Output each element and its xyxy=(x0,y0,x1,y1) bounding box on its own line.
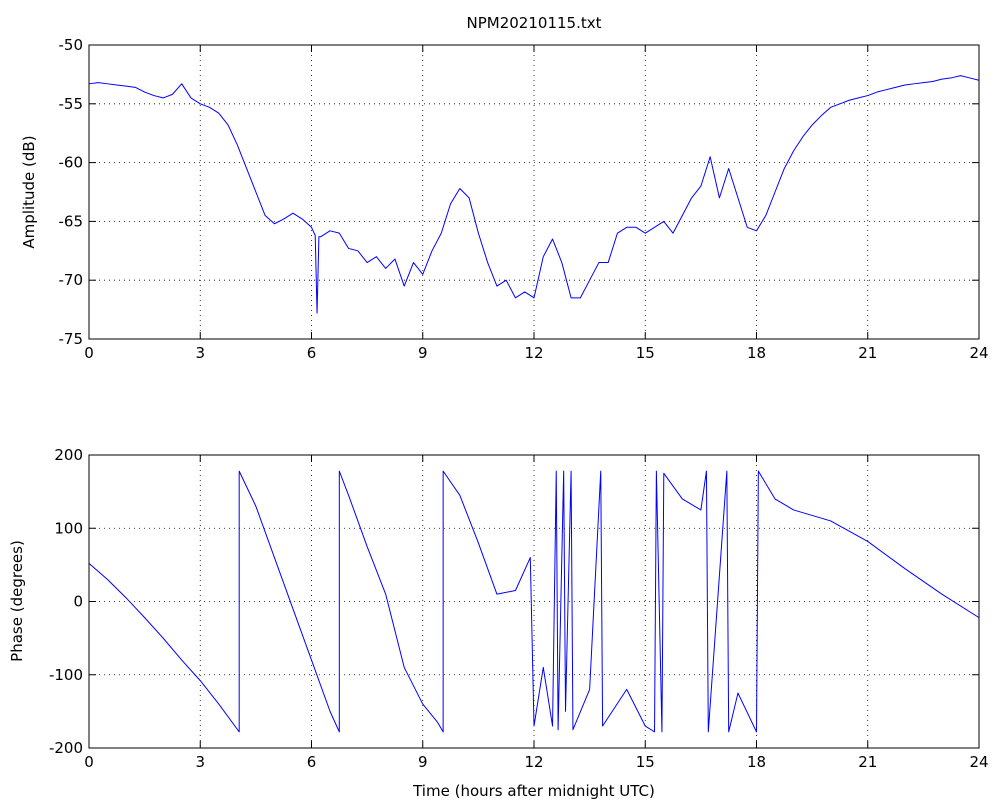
x-tick-label: 9 xyxy=(418,753,428,771)
x-tick-label: 21 xyxy=(858,344,877,362)
x-tick-label: 9 xyxy=(418,344,428,362)
y-tick-label: 0 xyxy=(73,593,83,611)
y-tick-label: -65 xyxy=(59,212,84,230)
plot-area xyxy=(88,44,980,340)
y-tick-label: 100 xyxy=(54,519,83,537)
x-tick-label: 15 xyxy=(636,344,655,362)
y-tick-label: -60 xyxy=(59,154,84,172)
y-tick-label: -200 xyxy=(49,739,83,757)
y-tick-label: -50 xyxy=(59,36,84,54)
y-tick-label: -55 xyxy=(59,95,84,113)
y-tick-label: -100 xyxy=(49,666,83,684)
x-axis-label: Time (hours after midnight UTC) xyxy=(412,782,655,800)
x-tick-label: 21 xyxy=(858,753,877,771)
x-tick-label: 18 xyxy=(747,344,766,362)
y-tick-label: -70 xyxy=(59,271,84,289)
x-tick-label: 24 xyxy=(969,753,988,771)
x-tick-label: 3 xyxy=(195,344,205,362)
plot-frame xyxy=(88,44,980,340)
chart-title: NPM20210115.txt xyxy=(467,14,602,32)
x-tick-label: 3 xyxy=(195,753,205,771)
y-axis-label: Amplitude (dB) xyxy=(20,135,38,248)
x-tick-label: 6 xyxy=(307,753,317,771)
x-tick-label: 12 xyxy=(524,753,543,771)
x-tick-label: 12 xyxy=(524,344,543,362)
y-tick-label: -75 xyxy=(59,330,84,348)
data-line xyxy=(88,75,980,314)
x-tick-label: 18 xyxy=(747,753,766,771)
x-tick-label: 6 xyxy=(307,344,317,362)
y-axis-label: Phase (degrees) xyxy=(8,540,26,662)
x-tick-label: 15 xyxy=(636,753,655,771)
data-line xyxy=(88,470,980,733)
y-tick-label: 200 xyxy=(54,446,83,464)
plot-frame xyxy=(88,454,980,749)
x-tick-label: 0 xyxy=(84,753,94,771)
x-tick-label: 0 xyxy=(84,344,94,362)
x-tick-label: 24 xyxy=(969,344,988,362)
